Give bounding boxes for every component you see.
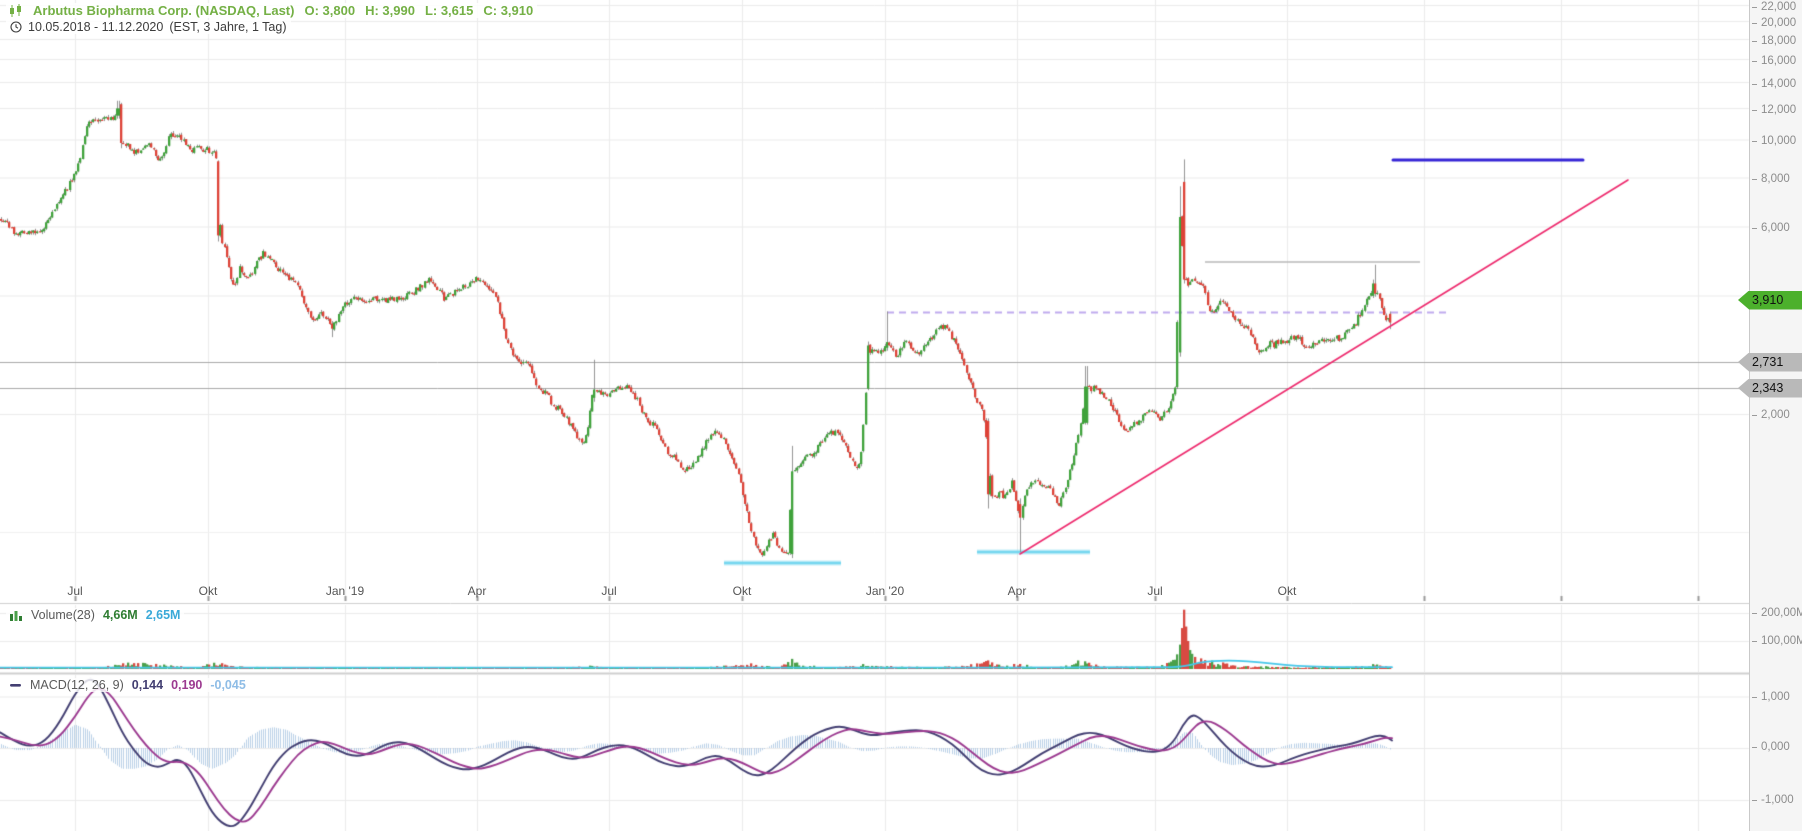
macd-value: 0,144 <box>131 678 164 692</box>
ohlc-high: H: 3,990 <box>365 3 415 18</box>
price-axis-label: 14,000 <box>1751 78 1797 90</box>
time-axis-label: Okt <box>198 584 218 598</box>
time-axis-label: Jul <box>67 584 83 598</box>
time-axis-label: Jul <box>1147 584 1163 598</box>
macd-header: MACD(12, 26, 9) 0,144 0,190 -0,045 <box>6 678 250 692</box>
time-axis-label: Okt <box>732 584 752 598</box>
price-axis-label: 6,000 <box>1752 222 1790 234</box>
ohlc-close: C: 3,910 <box>483 3 534 18</box>
ohlc-low: L: 3,615 <box>424 3 474 18</box>
price-axis-label: 8,000 <box>1752 173 1790 185</box>
timeframe-meta: (EST, 3 Jahre, 1 Tag) <box>169 20 287 34</box>
time-axis-label: Okt <box>1277 584 1297 598</box>
price-axis-label: 16,000 <box>1751 55 1797 67</box>
macd-axis-label: -1,000 <box>1752 794 1794 806</box>
volume-axis-label: 200,00M <box>1752 607 1802 619</box>
support-price-badge-2: 2,343 <box>1738 378 1802 398</box>
volume-header: Volume(28) 4,66M 2,65M <box>6 608 185 622</box>
volume-axis-label: 100,00M <box>1752 635 1802 647</box>
macd-hist-value: -0,045 <box>210 678 246 692</box>
price-axis-label: 12,000 <box>1751 104 1797 116</box>
volume-bars-icon <box>10 610 23 621</box>
macd-axis-label: 0,000 <box>1752 741 1790 753</box>
price-axis-label: 22,000 <box>1751 0 1797 13</box>
date-range-row: 10.05.2018 - 11.12.2020 (EST, 3 Jahre, 1… <box>6 20 291 34</box>
date-range: 10.05.2018 - 11.12.2020 <box>28 20 164 34</box>
price-axis-label: 10,000 <box>1751 135 1797 147</box>
time-axis-label: Jul <box>601 584 617 598</box>
support-price-badge-1: 2,731 <box>1738 352 1802 372</box>
price-axis[interactable]: 3,910 2,731 2,343 22,000 20,000 18,000 16,0… <box>1738 0 1802 831</box>
volume-title[interactable]: Volume(28) <box>31 608 95 622</box>
price-axis-label: 20,000 <box>1751 17 1797 29</box>
time-axis-label: Apr <box>1007 584 1027 598</box>
time-axis-label: Jan '19 <box>325 584 365 598</box>
instrument-header: Arbutus Biopharma Corp. (NASDAQ, Last) O… <box>6 3 538 18</box>
ohlc-open: O: 3,800 <box>304 3 356 18</box>
instrument-name[interactable]: Arbutus Biopharma Corp. (NASDAQ, Last) <box>33 3 295 18</box>
macd-line-icon <box>10 682 22 688</box>
time-axis-label: Jan '20 <box>865 584 905 598</box>
candlestick-icon <box>10 3 23 18</box>
clock-icon <box>10 21 22 33</box>
volume-value: 4,66M <box>102 608 138 622</box>
time-axis-label: Apr <box>467 584 487 598</box>
price-axis-label: 2,000 <box>1752 409 1790 421</box>
macd-title[interactable]: MACD(12, 26, 9) <box>30 678 124 692</box>
macd-axis-label: 1,000 <box>1752 691 1790 703</box>
price-axis-label: 18,000 <box>1751 35 1797 47</box>
volume-ma-value: 2,65M <box>145 608 181 622</box>
macd-signal-value: 0,190 <box>171 678 203 692</box>
last-price-badge: 3,910 <box>1738 290 1802 310</box>
